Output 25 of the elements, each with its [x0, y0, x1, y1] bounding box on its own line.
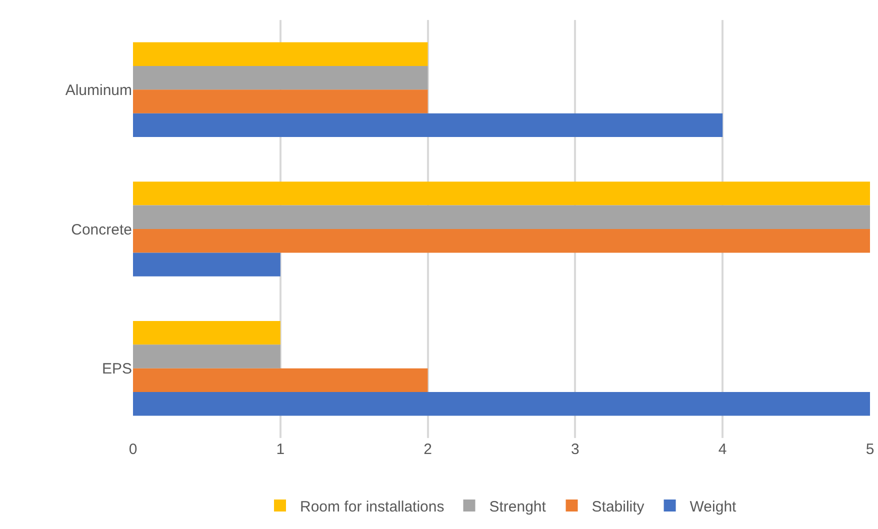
x-tick-label: 0	[128, 441, 138, 458]
bar	[133, 182, 870, 206]
x-tick-label: 2	[424, 441, 432, 458]
bar	[133, 113, 723, 138]
bar	[133, 42, 428, 66]
x-tick-label: 1	[276, 441, 285, 458]
legend-label: Stability	[592, 498, 645, 516]
bar	[133, 392, 870, 416]
x-tick-label: 5	[866, 441, 874, 458]
y-tick-label: Aluminum	[65, 82, 132, 99]
x-tick-label: 3	[571, 441, 580, 458]
x-tick-label: 4	[718, 441, 727, 458]
legend-label: Weight	[690, 498, 738, 516]
bar	[133, 344, 280, 368]
bar	[133, 66, 428, 90]
bar	[133, 252, 280, 276]
bar	[133, 320, 280, 345]
bar	[133, 90, 428, 114]
legend-label: Room for installations	[300, 498, 444, 516]
legend-label: Strenght	[489, 498, 547, 516]
bar	[133, 368, 428, 392]
bar	[133, 229, 870, 253]
y-tick-label: Concrete	[71, 221, 132, 238]
bar	[133, 205, 870, 229]
y-tick-label: EPS	[102, 360, 132, 378]
